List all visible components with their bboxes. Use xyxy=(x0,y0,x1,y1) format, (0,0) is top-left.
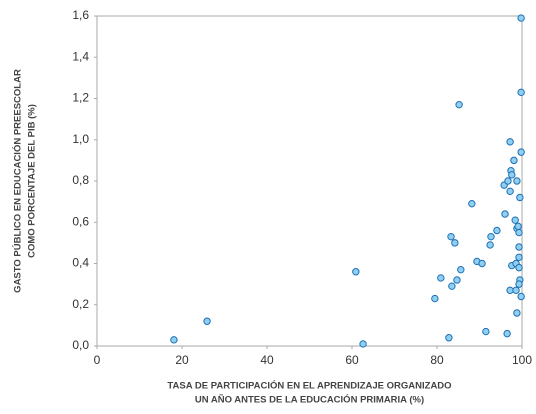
point xyxy=(516,193,524,202)
point xyxy=(517,148,525,156)
point xyxy=(447,232,455,241)
point xyxy=(448,282,456,290)
point xyxy=(512,286,520,295)
x-axis-title: UN AÑO ANTES DE LA EDUCACIÓN PRIMARIA (%… xyxy=(195,394,424,406)
point xyxy=(478,259,486,268)
x-tick-label: 60 xyxy=(345,353,359,367)
y-tick-label: 0,4 xyxy=(72,256,89,270)
point xyxy=(501,210,509,218)
point xyxy=(451,239,459,247)
point xyxy=(468,199,476,208)
x-tick-label: 0 xyxy=(94,353,101,367)
x-tick-label: 100 xyxy=(512,353,532,367)
point xyxy=(513,177,521,185)
point xyxy=(511,216,519,224)
x-tick-label: 20 xyxy=(175,353,189,367)
y-tick-label: 1,6 xyxy=(72,8,89,22)
y-tick-label: 1,2 xyxy=(72,91,89,105)
x-tick-label: 80 xyxy=(430,353,444,367)
point xyxy=(514,222,522,231)
point xyxy=(431,294,439,303)
x-tick-label: 40 xyxy=(260,353,274,367)
point xyxy=(455,100,463,109)
point xyxy=(515,253,523,262)
point xyxy=(510,156,518,165)
point xyxy=(506,138,514,146)
point xyxy=(515,243,523,251)
y-tick-label: 1,4 xyxy=(72,49,89,63)
point xyxy=(486,241,494,249)
plot-area xyxy=(96,15,523,347)
y-tick-label: 0,8 xyxy=(72,173,89,187)
y-tick-label: 0,2 xyxy=(72,297,89,311)
point xyxy=(487,232,495,241)
point xyxy=(513,309,521,317)
point xyxy=(445,334,453,342)
point xyxy=(515,263,523,272)
point xyxy=(515,280,523,288)
point xyxy=(508,171,516,179)
y-tick-label: 1,0 xyxy=(72,132,89,146)
point xyxy=(359,340,367,348)
point xyxy=(482,327,490,336)
point xyxy=(203,317,211,325)
point xyxy=(437,274,445,282)
point xyxy=(506,187,514,196)
y-axis-title: COMO PORCENTAJE DEL PIB (%) xyxy=(27,104,38,258)
point xyxy=(352,268,360,276)
y-axis-title: GASTO PÚBLICO EN EDUCACIÓN PREESCOLAR xyxy=(12,69,24,293)
point xyxy=(517,88,525,97)
point xyxy=(504,177,512,185)
y-tick-label: 0,0 xyxy=(72,338,89,352)
point xyxy=(493,226,501,235)
point xyxy=(515,228,523,237)
y-tick-label: 0,6 xyxy=(72,214,89,228)
point xyxy=(506,286,514,295)
point xyxy=(517,292,525,301)
point xyxy=(517,14,525,22)
x-axis-title: TASA DE PARTICIPACIÓN EN EL APRENDIZAJE … xyxy=(167,380,451,392)
point xyxy=(503,329,511,338)
point xyxy=(453,276,461,284)
point xyxy=(457,265,465,274)
point xyxy=(170,336,178,344)
